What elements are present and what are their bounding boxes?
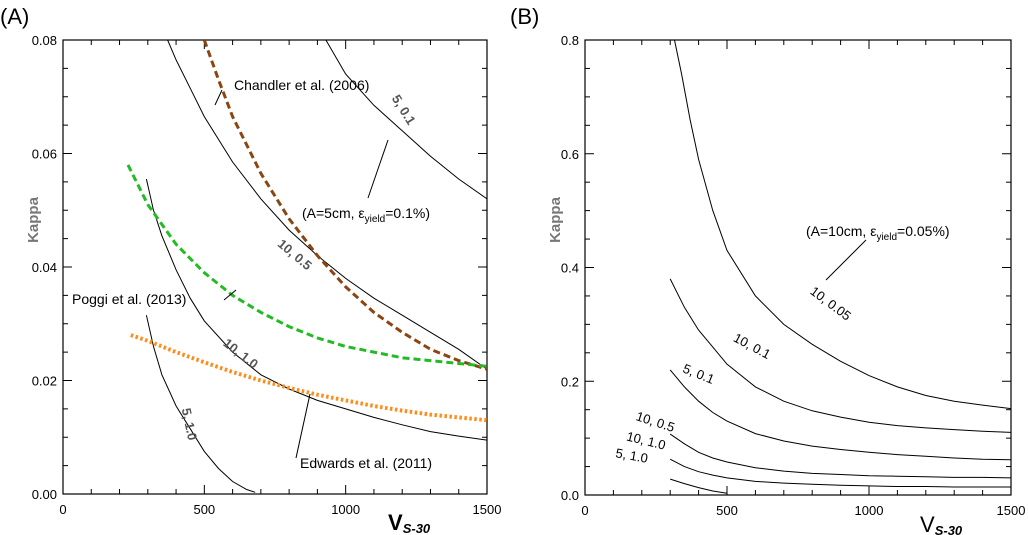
panel-b-label: (B)	[510, 4, 539, 29]
contour-label-a: 5, 0.1	[389, 92, 419, 128]
contour-line-a	[167, 40, 487, 370]
x-axis-title-b: VS-30	[920, 512, 963, 535]
x-tick-label-b: 1000	[855, 503, 884, 518]
x-tick-label-a: 1500	[473, 502, 502, 517]
y-tick-label-a: 0.06	[32, 147, 57, 162]
y-tick-label-a: 0.04	[32, 260, 57, 275]
x-tick-label-b: 0	[581, 503, 588, 518]
condition-note-sub-b: yield	[876, 232, 897, 243]
condition-note-b: (A=10cm, εyield=0.05%)	[806, 223, 950, 243]
contour-label-a: 10, 0.5	[275, 236, 315, 273]
condition-note-suffix-b: =0.05%)	[897, 223, 950, 239]
panel-b: (B) 0 500 1000 1500 0.0 0.2 0.4 0.6 0.8 Kappa VS-3…	[510, 4, 1025, 535]
contour-line-a	[145, 178, 487, 441]
x-tick-label-a: 500	[193, 502, 215, 517]
contour-label-b: 5, 0.1	[681, 361, 717, 387]
series-label-a: Chandler et al. (2006)	[234, 77, 369, 93]
contour-label-b: 10, 0.05	[807, 283, 854, 323]
y-tick-label-b: 0.4	[561, 261, 579, 276]
contour-line-b	[669, 369, 1011, 461]
series-leader-a	[223, 289, 237, 301]
y-tick-label-b: 0.8	[561, 33, 579, 48]
x-axis-subscript-b: S-30	[935, 523, 963, 535]
contour-line-a	[145, 315, 256, 493]
x-tick-label-a: 0	[59, 502, 66, 517]
x-axis-title-a: VS-30	[388, 510, 431, 535]
series-line-a	[202, 40, 487, 371]
condition-leader-a	[367, 139, 389, 199]
contour-label-a: 5, 1.0	[179, 407, 200, 442]
x-tick-label-a: 1000	[331, 502, 360, 517]
contour-label-b: 5, 1.0	[614, 445, 649, 465]
y-axis-title-a: Kappa	[25, 196, 42, 243]
y-tick-label-a: 0.02	[32, 374, 57, 389]
series-label-a: Edwards et al. (2011)	[300, 455, 432, 471]
panel-a-label: (A)	[0, 4, 29, 29]
contour-label-b: 10, 0.1	[731, 330, 773, 362]
series-label-a: Poggi et al. (2013)	[72, 291, 186, 307]
contour-line-b	[670, 478, 728, 494]
y-tick-label-b: 0.0	[561, 488, 579, 503]
contour-line-b	[669, 278, 1011, 433]
contour-line-a	[325, 40, 487, 200]
contour-line-b	[674, 40, 1011, 410]
y-axis-title-b: Kappa	[547, 196, 564, 243]
y-tick-label-b: 0.2	[561, 374, 579, 389]
panel-a: (A) 0 500 1000 1500 0.00 0.02 0.04 0.06 0.08 Kapp…	[0, 4, 501, 535]
series-leader-a	[295, 393, 311, 459]
series-line-a	[130, 333, 487, 423]
x-tick-label-b: 500	[716, 503, 738, 518]
condition-leader-b	[825, 239, 867, 281]
condition-note-suffix-a: =0.1%)	[385, 205, 430, 221]
condition-note-a: (A=5cm, εyield=0.1%)	[302, 205, 430, 225]
plot-frame-a	[62, 39, 488, 495]
series-line-a	[126, 164, 487, 368]
y-tick-label-a: 0.00	[32, 487, 57, 502]
y-tick-label-b: 0.6	[561, 147, 579, 162]
contour-label-a: 10, 1.0	[220, 335, 261, 371]
contour-line-b	[669, 458, 1011, 488]
x-tick-label-b: 1500	[997, 503, 1026, 518]
contour-line-b	[669, 433, 1011, 479]
x-axis-subscript-a: S-30	[403, 521, 431, 535]
condition-note-sub-a: yield	[365, 214, 386, 225]
series-leader-a	[214, 89, 223, 106]
y-tick-label-a: 0.08	[32, 33, 57, 48]
